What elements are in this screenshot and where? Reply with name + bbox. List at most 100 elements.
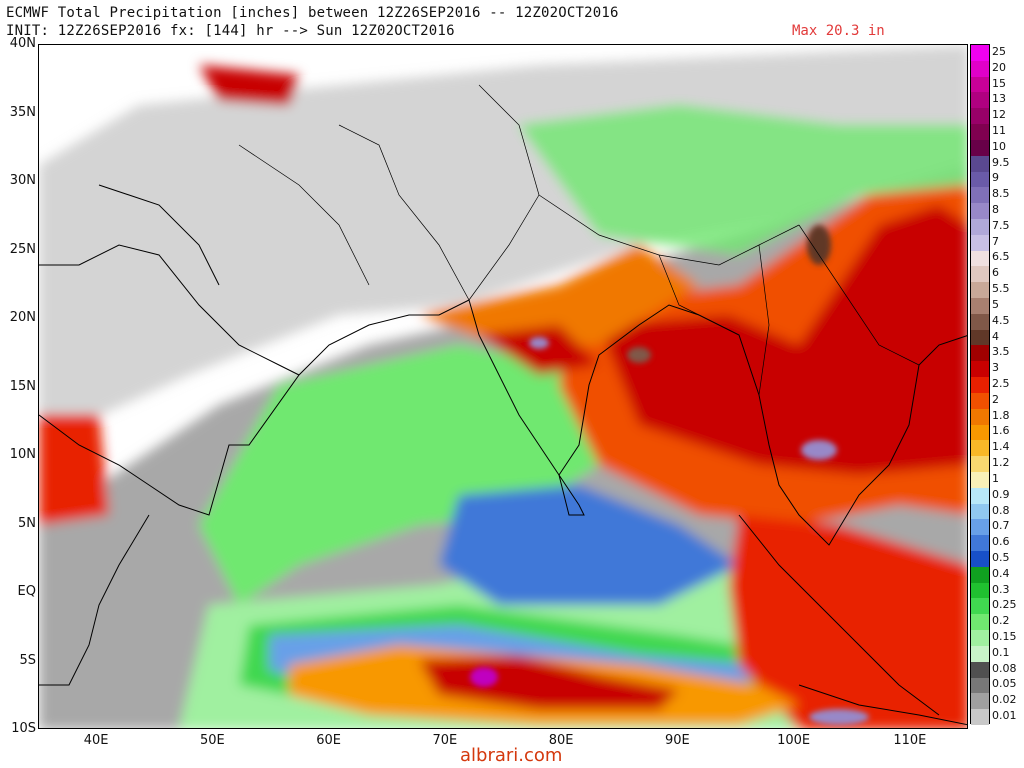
legend-swatch <box>971 456 989 473</box>
legend-swatch <box>971 582 989 599</box>
legend-value: 0.01 <box>992 709 1017 723</box>
legend-swatch <box>971 471 989 488</box>
legend-swatch <box>971 408 989 425</box>
legend-swatch <box>971 234 989 251</box>
legend-swatch <box>971 60 989 77</box>
legend-swatch <box>971 519 989 536</box>
legend-swatch <box>971 250 989 267</box>
legend-value: 1.6 <box>992 424 1010 438</box>
legend-value: 0.4 <box>992 566 1010 580</box>
legend-swatch <box>971 45 989 61</box>
lat-label-40n: 40N <box>9 36 36 51</box>
lon-label-50e: 50E <box>199 733 225 748</box>
legend-swatch <box>971 187 989 204</box>
legend-value: 25 <box>992 44 1006 58</box>
legend-value: 1.8 <box>992 408 1010 422</box>
lon-label-90e: 90E <box>664 733 690 748</box>
lon-label-70e: 70E <box>432 733 458 748</box>
lon-label-110e: 110E <box>893 733 927 748</box>
legend-swatch <box>971 630 989 647</box>
legend-swatch <box>971 218 989 235</box>
precip-peaks <box>470 225 869 725</box>
legend-swatch <box>971 677 989 694</box>
legend-swatch <box>971 377 989 394</box>
legend-swatch <box>971 313 989 330</box>
legend-swatch <box>971 503 989 520</box>
legend-swatch <box>971 693 989 710</box>
legend-value: 0.25 <box>992 598 1017 612</box>
legend-value: 0.9 <box>992 487 1010 501</box>
lat-label-10s: 10S <box>11 721 36 736</box>
legend-swatch <box>971 535 989 552</box>
legend-value: 4 <box>992 329 999 343</box>
lat-label-15n: 15N <box>9 378 36 394</box>
legend-value: 10 <box>992 139 1006 153</box>
legend-swatch <box>971 203 989 220</box>
precip-legend <box>970 44 990 726</box>
legend-swatch <box>971 108 989 125</box>
precipitation-map[interactable] <box>38 44 968 729</box>
lon-label-80e: 80E <box>548 733 574 748</box>
legend-swatch <box>971 645 989 662</box>
legend-value: 4.5 <box>992 313 1010 327</box>
legend-value: 8 <box>992 203 999 217</box>
legend-swatch <box>971 440 989 457</box>
max-precip-label: Max 20.3 in <box>792 23 885 39</box>
legend-swatch <box>971 424 989 441</box>
legend-value: 0.02 <box>992 693 1017 707</box>
legend-value: 0.15 <box>992 630 1017 644</box>
legend-swatch <box>971 487 989 504</box>
legend-value: 9 <box>992 171 999 185</box>
borders <box>238 84 920 396</box>
legend-value: 15 <box>992 76 1006 90</box>
lat-label-20n: 20N <box>9 310 36 325</box>
lat-label-eq: EQ <box>17 584 36 599</box>
map-canvas <box>39 45 967 728</box>
legend-value: 20 <box>992 60 1006 74</box>
legend-value: 1.2 <box>992 456 1010 470</box>
legend-swatch <box>971 566 989 583</box>
legend-value: 3 <box>992 361 999 375</box>
legend-value: 0.05 <box>992 677 1017 691</box>
legend-value: 0.8 <box>992 503 1010 517</box>
legend-swatch <box>971 598 989 615</box>
legend-value: 11 <box>992 123 1006 137</box>
legend-swatch <box>971 139 989 156</box>
legend-value: 1.4 <box>992 440 1010 454</box>
legend-value: 5 <box>992 297 999 311</box>
legend-swatch <box>971 614 989 631</box>
legend-swatch <box>971 298 989 315</box>
legend-value: 0.6 <box>992 535 1010 549</box>
init-forecast-line: INIT: 12Z26SEP2016 fx: [144] hr --> Sun … <box>6 23 455 39</box>
lat-label-5n: 5N <box>18 515 36 531</box>
legend-value: 9.5 <box>992 155 1010 169</box>
legend-swatch <box>971 155 989 172</box>
legend-swatch <box>971 171 989 188</box>
legend-swatch <box>971 282 989 299</box>
lon-label-100e: 100E <box>777 733 811 748</box>
legend-swatch <box>971 266 989 283</box>
lon-label-60e: 60E <box>316 733 342 748</box>
legend-swatch <box>971 709 989 726</box>
lon-label-40e: 40E <box>83 733 109 748</box>
legend-value: 8.5 <box>992 187 1010 201</box>
legend-swatch <box>971 361 989 378</box>
legend-swatch <box>971 661 989 678</box>
legend-value: 2.5 <box>992 377 1010 390</box>
precip-fields <box>39 45 967 728</box>
legend-swatch <box>971 551 989 568</box>
legend-value: 6 <box>992 266 999 280</box>
legend-value: 5.5 <box>992 282 1010 296</box>
legend-value: 0.2 <box>992 614 1010 628</box>
lat-label-5s: 5S <box>19 652 36 668</box>
legend-value: 7.5 <box>992 218 1010 232</box>
legend-swatch <box>971 76 989 93</box>
legend-value: 13 <box>992 92 1006 106</box>
legend-swatch <box>971 92 989 109</box>
watermark-text: albrari.com <box>460 745 563 766</box>
legend-value: 3.5 <box>992 345 1010 359</box>
legend-value: 0.1 <box>992 645 1010 659</box>
lat-label-35n: 35N <box>9 104 36 120</box>
lat-label-10n: 10N <box>9 447 36 462</box>
legend-value: 2 <box>992 392 999 406</box>
